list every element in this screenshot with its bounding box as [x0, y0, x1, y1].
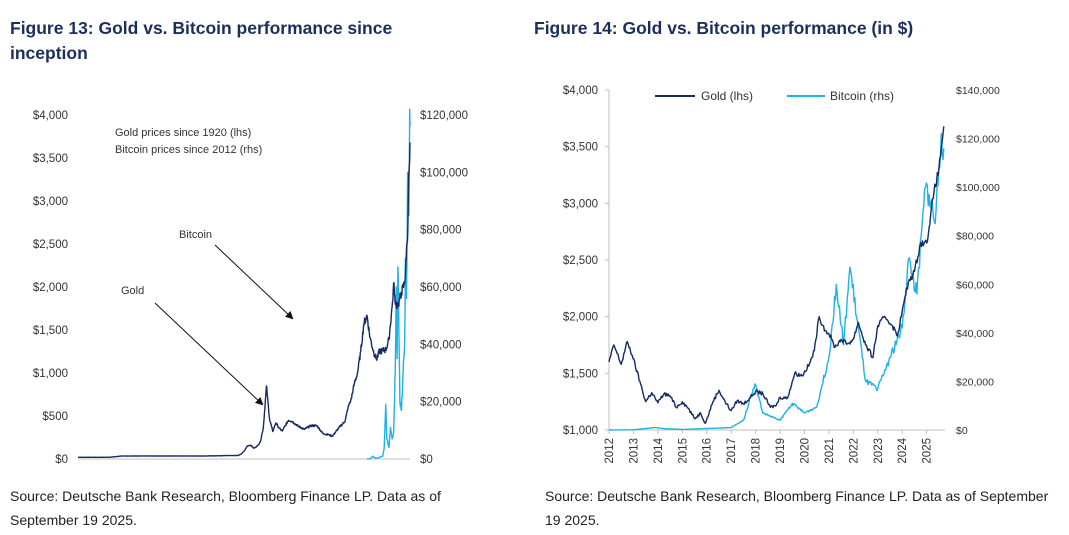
x-axis-tick-label: 2019: [775, 438, 787, 464]
x-axis-tick-label: 2015: [677, 438, 689, 464]
x-axis-tick-label: 2012: [604, 438, 616, 464]
right-axis-tick-label: $120,000: [956, 134, 1000, 146]
right-axis-tick-label: $80,000: [956, 231, 994, 243]
figure-14-source: Source: Deutsche Bank Research, Bloomber…: [545, 488, 1049, 528]
figure-13-source: Source: Deutsche Bank Research, Bloomber…: [10, 488, 441, 528]
x-axis-tick-label: 2020: [799, 438, 811, 464]
right-axis-tick-label: $20,000: [956, 376, 994, 388]
right-axis-tick-label: $80,000: [420, 225, 462, 237]
left-axis-tick-label: $4,000: [33, 110, 68, 122]
figure-13-chart: $0 $500 $1,000 $1,500 $2,000 $2,500 $3,000 $3,5…: [33, 108, 468, 466]
annotation-gold-since-1920: Gold prices since 1920 (lhs): [115, 127, 251, 139]
figure-14-title: Figure 14: Gold vs. Bitcoin performance …: [534, 18, 914, 38]
left-axis-tick-label: $0: [55, 454, 68, 466]
x-axis-tick-label: 2021: [824, 438, 836, 464]
bitcoin-arrow: [214, 244, 294, 320]
x-axis-tick-label: 2014: [653, 437, 665, 463]
figure-13-panel: Figure 13: Gold vs. Bitcoin performance …: [0, 0, 525, 535]
left-axis-tick-label: $3,000: [563, 198, 598, 210]
left-axis-tick-label: $2,500: [563, 255, 598, 267]
gold-series-line: [608, 126, 945, 424]
x-axis-tick-label: 2023: [873, 438, 885, 464]
right-axis-tick-label: $120,000: [420, 110, 468, 122]
figure-14-panel: Figure 14: Gold vs. Bitcoin performance …: [525, 0, 1069, 535]
bitcoin-series-line: [366, 108, 411, 460]
figure-14-chart: $1,000 $1,500 $2,000 $2,500 $3,000 $3,500 $4,0…: [563, 85, 1000, 464]
figure-13-title: Figure 13: Gold vs. Bitcoin performance …: [10, 18, 393, 63]
left-axis-tick-label: $2,000: [563, 312, 598, 324]
gold-label: Gold: [121, 285, 144, 297]
right-axis-tick-label: $40,000: [956, 328, 994, 340]
x-axis-tick-label: 2018: [751, 438, 763, 464]
annotation-bitcoin-since-2012: Bitcoin prices since 2012 (rhs): [115, 144, 262, 156]
x-axis-tick-label: 2017: [726, 438, 738, 464]
left-axis-tick-label: $3,500: [563, 142, 598, 154]
left-axis-tick-label: $2,000: [33, 282, 68, 294]
x-axis-tick-label: 2022: [848, 438, 860, 464]
right-axis-tick-label: $60,000: [420, 282, 462, 294]
left-axis-tick-label: $1,500: [33, 325, 68, 337]
right-axis-tick-label: $100,000: [956, 182, 1000, 194]
bitcoin-label: Bitcoin: [179, 229, 212, 241]
left-axis-tick-label: $2,500: [33, 239, 68, 251]
x-axis-tick-label: 2016: [702, 438, 714, 464]
left-axis-tick-label: $4,000: [563, 85, 598, 97]
x-axis-tick-label: 2025: [922, 438, 934, 464]
left-axis-tick-label: $1,500: [563, 368, 598, 380]
legend-gold-label: Gold (lhs): [701, 89, 753, 103]
gold-arrow: [154, 302, 264, 406]
right-axis-tick-label: $20,000: [420, 397, 462, 409]
left-axis-tick-label: $3,000: [33, 196, 68, 208]
right-axis-tick-label: $40,000: [420, 339, 462, 351]
left-axis-tick-label: $500: [42, 411, 68, 423]
gold-series-line: [77, 142, 411, 458]
right-axis-tick-label: $100,000: [420, 167, 468, 179]
x-axis-tick-label: 2024: [897, 437, 909, 463]
right-axis-tick-label: $0: [420, 454, 433, 466]
left-axis-tick-label: $1,000: [33, 368, 68, 380]
left-axis-tick-label: $1,000: [563, 425, 598, 437]
right-axis-tick-label: $0: [956, 425, 968, 437]
left-axis-tick-label: $3,500: [33, 153, 68, 165]
legend-bitcoin-label: Bitcoin (rhs): [830, 89, 894, 103]
right-axis-tick-label: $60,000: [956, 279, 994, 291]
x-axis-tick-label: 2013: [628, 438, 640, 464]
right-axis-tick-label: $140,000: [956, 85, 1000, 97]
bitcoin-series-line: [609, 133, 945, 431]
